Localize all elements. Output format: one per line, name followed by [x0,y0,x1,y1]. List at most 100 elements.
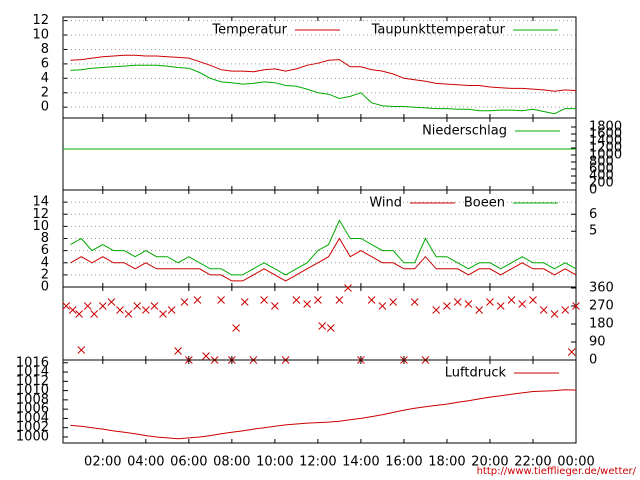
y-tick-label: 1004 [16,411,49,426]
legend-label: Luftdruck [445,366,507,381]
wind-direction-point [432,306,441,314]
x-tick-label: 14:00 [342,455,379,470]
y2-tick-label: 6 [589,207,597,222]
wind-direction-point [159,310,167,318]
y-tick-label: 8 [41,42,49,57]
x-tick-label: 02:00 [84,455,121,470]
panel-frame [62,359,577,444]
wind-direction-point [326,324,335,332]
series-line [70,54,577,92]
wind-direction-point [167,306,176,314]
x-tick-label: 18:00 [428,455,465,470]
wind-direction-point [344,284,352,292]
y2-tick-label: 5 [589,224,597,239]
y-tick-label: 1000 [16,429,49,444]
legend-label: Taupunkttemperatur [371,23,506,38]
wind-direction-point [141,306,150,314]
y-tick-label: 2 [41,267,49,282]
wind-direction-point [83,302,92,310]
wind-direction-point [453,298,462,306]
y2-tick-label: 180 [589,317,614,332]
series-line [70,64,576,115]
y-tick-label: 0 [41,100,49,115]
x-tick-label: 16:00 [385,455,422,470]
wind-direction-point [561,306,570,314]
x-tick-label: 06:00 [170,455,207,470]
y-tick-label: 4 [41,71,49,86]
y2-tick-label: 400 [589,168,614,183]
wind-direction-point [539,306,548,314]
wind-direction-point [475,306,484,314]
y2-tick-label: 600 [589,161,614,176]
wind-direction-point [124,310,133,318]
y2-tick-label: 0 [589,183,597,198]
wind-direction-point [507,296,516,304]
y-tick-label: 12 [32,13,49,28]
wind-direction-point [378,302,387,310]
wind-direction-point [518,300,527,308]
y-tick-label: 1012 [16,374,49,389]
y-tick-label: 1014 [16,365,49,380]
x-tick-label: 10:00 [256,455,293,470]
wind-direction-point [529,296,537,304]
y-tick-label: 6 [41,56,49,71]
y-tick-label: 2 [41,85,49,100]
wind-direction-point [464,300,473,308]
y-tick-label: 8 [41,231,49,246]
y2-tick-label: 270 [589,299,614,314]
y-tick-label: 1002 [16,420,49,435]
wind-direction-point [486,298,494,306]
wind-direction-point [318,322,327,330]
y2-tick-label: 1800 [589,119,622,134]
wind-direction-point [98,302,107,310]
x-tick-label: 08:00 [213,455,250,470]
y-tick-label: 1010 [16,383,49,398]
series-line [70,389,577,440]
y-tick-label: 0 [41,280,49,295]
y2-tick-label: 1600 [589,126,622,141]
y2-tick-label: 90 [589,335,606,350]
y-tick-label: 1006 [16,402,49,417]
wind-direction-point [75,310,83,318]
wind-direction-point [496,302,505,310]
wind-direction-point [150,302,159,310]
legend-label: Temperatur [211,23,287,38]
wind-direction-point [77,346,86,354]
wind-direction-point [62,302,71,310]
wind-direction-point [193,296,202,304]
wind-direction-point [107,298,116,306]
wind-direction-point [292,296,301,304]
y-tick-label: 12 [32,207,49,222]
wind-direction-point [443,302,451,310]
y2-tick-label: 360 [589,281,614,296]
x-tick-label: 04:00 [127,455,164,470]
y-tick-label: 1008 [16,392,49,407]
legend-label: Wind [369,196,402,211]
wind-direction-point [303,300,311,308]
wind-direction-point [240,298,249,306]
wind-direction-point [567,348,576,356]
wind-direction-point [217,296,225,304]
wind-direction-point [133,302,142,310]
wind-direction-point [271,302,279,310]
wind-direction-point [314,296,322,304]
legend-label: Boeen [464,196,505,211]
wind-direction-point [68,306,77,314]
wind-direction-point [550,310,559,318]
y2-tick-label: 0 [589,353,597,368]
wind-direction-point [202,352,210,360]
y-tick-label: 1016 [16,355,49,370]
wind-direction-point [410,298,419,306]
wind-direction-point [335,296,344,304]
wind-direction-point [572,302,580,310]
wind-direction-point [232,324,241,332]
y2-tick-label: 800 [589,154,614,169]
x-tick-label: 22:00 [514,455,551,470]
x-tick-label: 12:00 [299,455,336,470]
footer-url: http://www.tiefflieger.de/wetter/ [477,466,637,477]
wind-direction-point [174,347,182,355]
y2-tick-label: 200 [589,175,614,190]
y2-tick-label: 1000 [589,147,622,162]
y2-tick-label: 1400 [589,133,622,148]
